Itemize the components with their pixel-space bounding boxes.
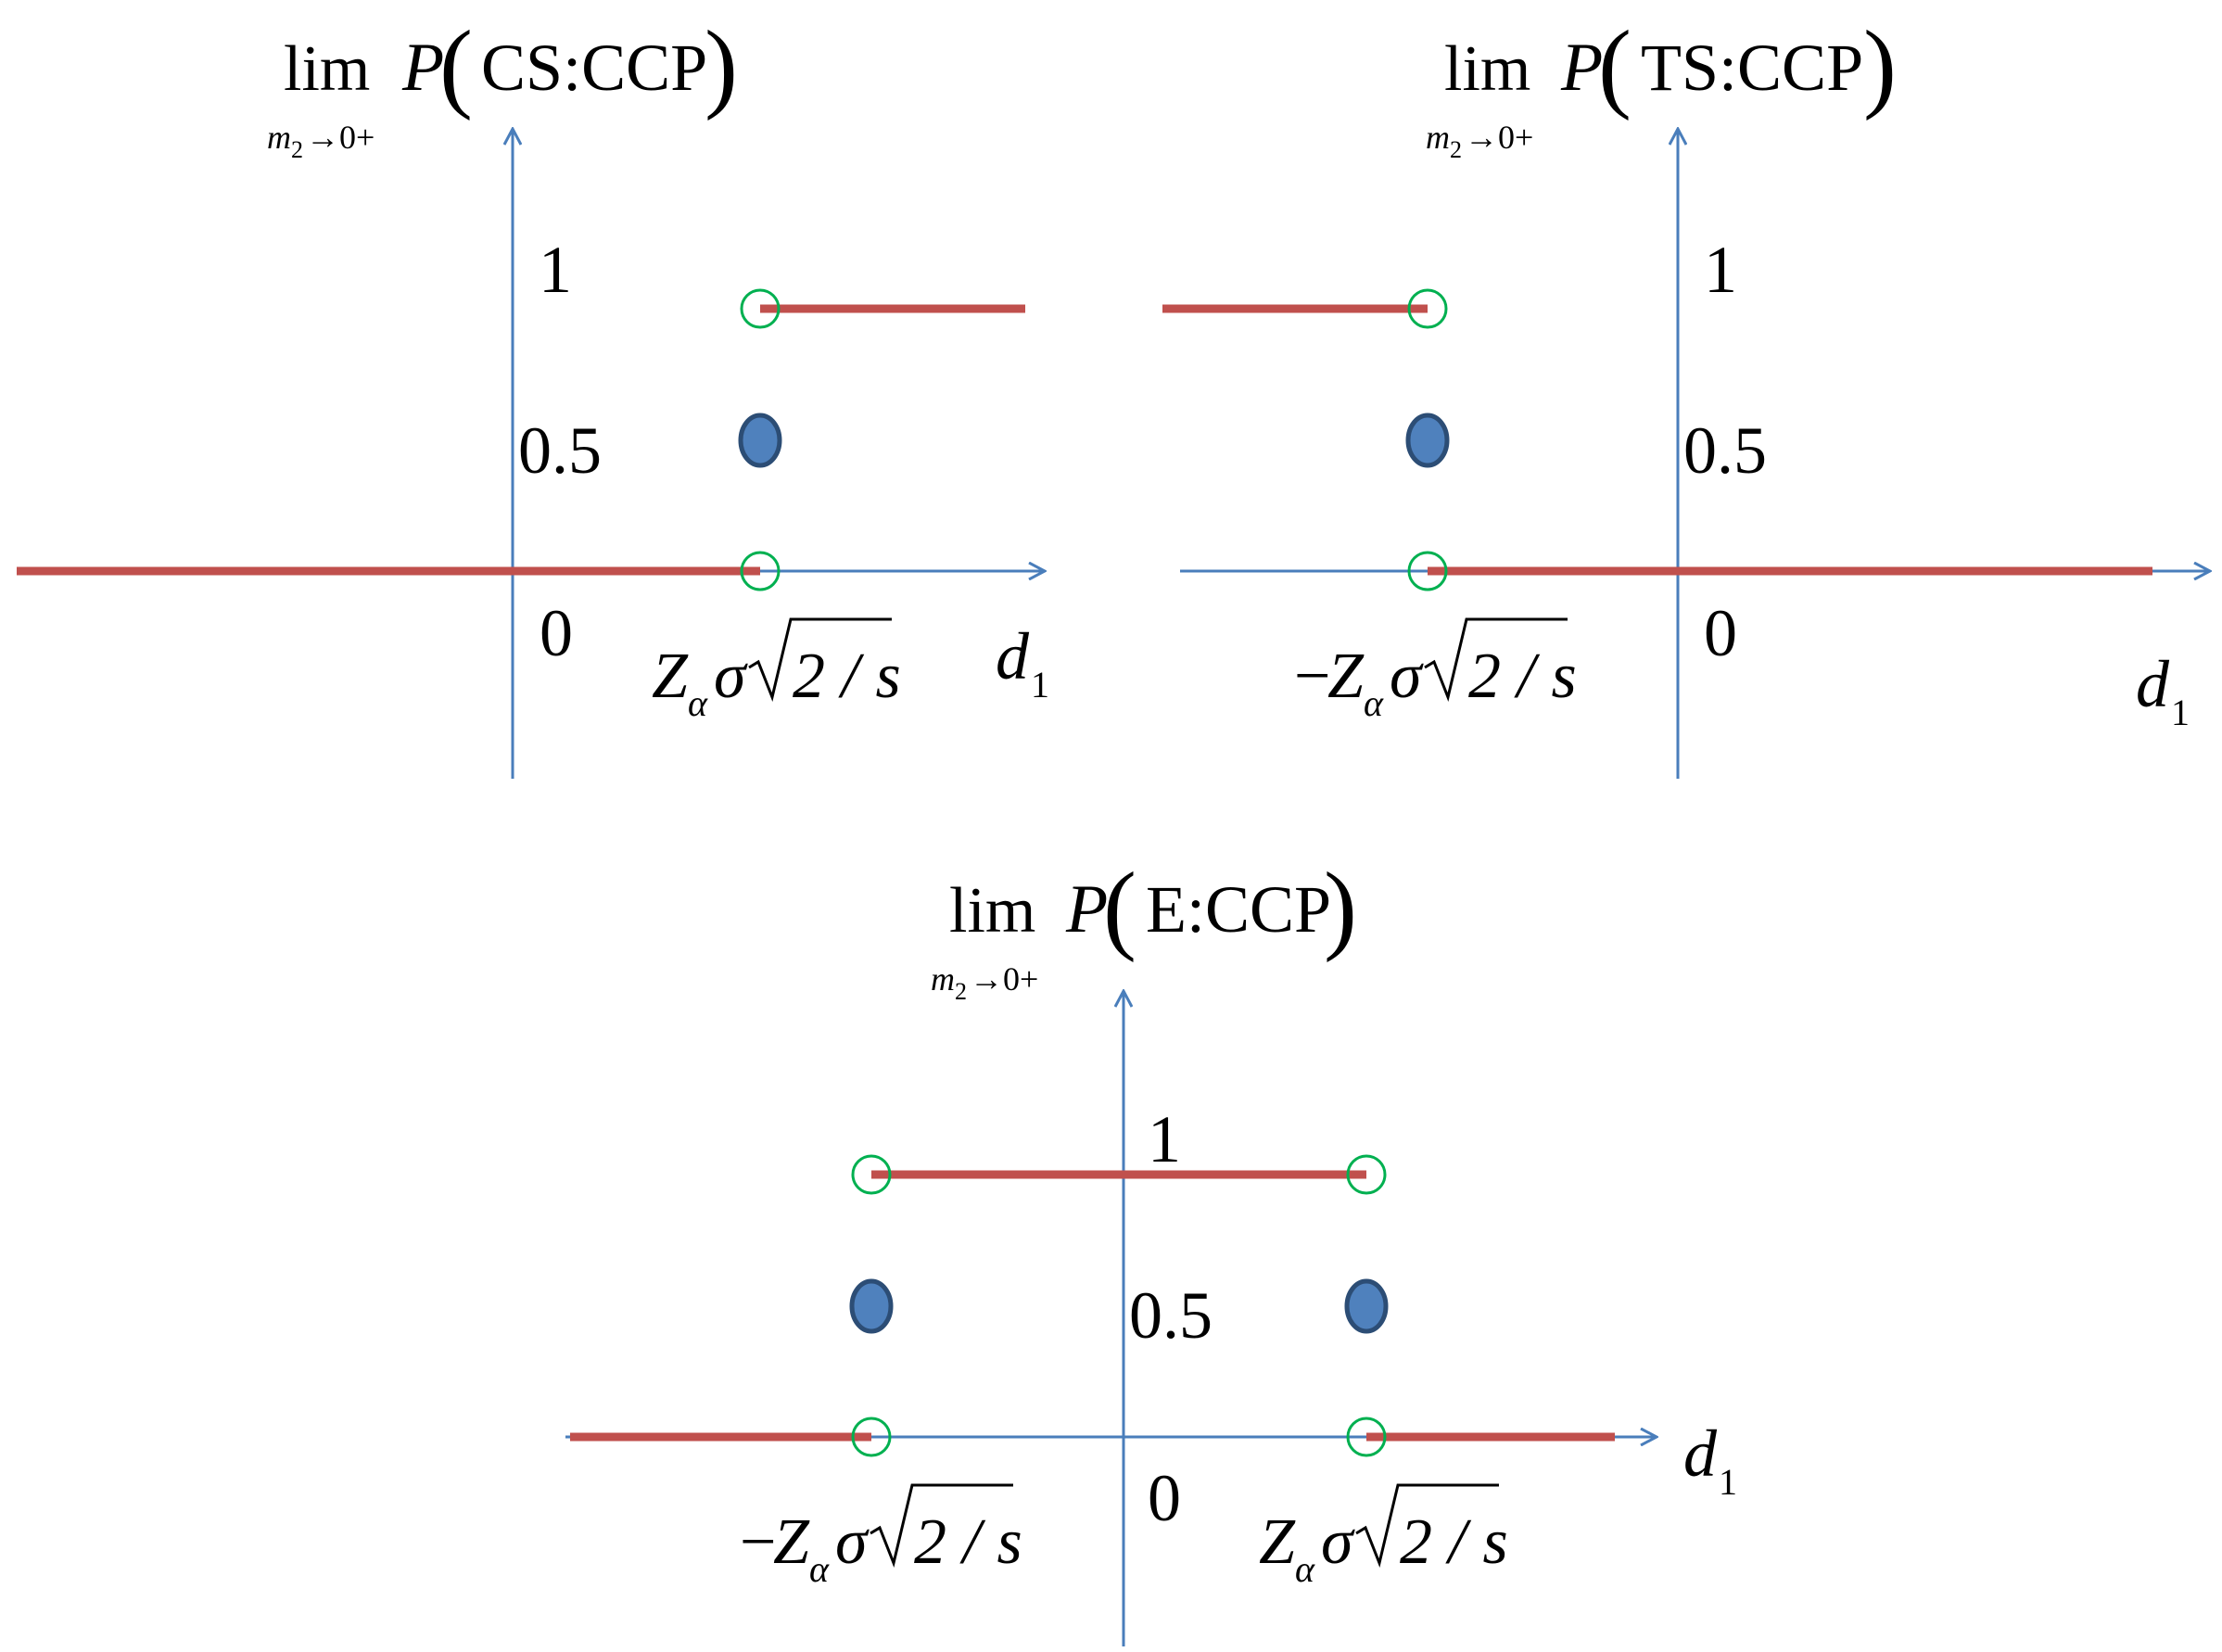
panel-cs-tick-0: 0 xyxy=(540,596,573,670)
lim-subscript-variable: m xyxy=(267,119,291,156)
panel-e-tick-1: 1 xyxy=(1148,1102,1181,1176)
right-paren: ) xyxy=(705,11,738,121)
panel-e-argument: E:CCP xyxy=(1146,872,1331,947)
alpha-subscript: α xyxy=(809,1548,830,1590)
panel-cs-title: lim m 2 →0+ P ( CS:CCP ) xyxy=(267,11,738,163)
z-symbol: Z xyxy=(1259,1506,1296,1578)
z-symbol: Z xyxy=(773,1506,810,1578)
panel-ts-threshold-label: − Z α σ 2 / s xyxy=(1294,617,1577,724)
sqrt-radicand: 2 / s xyxy=(1400,1506,1508,1578)
alpha-subscript: α xyxy=(1364,682,1384,724)
panel-ts-x-label: d 1 xyxy=(2136,647,2190,733)
panel-cs-tick-0.5: 0.5 xyxy=(518,413,602,488)
panel-ts-tick-1: 1 xyxy=(1704,233,1737,307)
panel-cs: lim m 2 →0+ P ( CS:CCP ) 1 0.5 0 Z α σ 2… xyxy=(17,11,1049,779)
sigma-symbol: σ xyxy=(835,1506,870,1578)
alpha-subscript: α xyxy=(688,682,708,724)
probability-function: P xyxy=(401,30,444,106)
sqrt-sign xyxy=(748,617,892,702)
sigma-symbol: σ xyxy=(1390,641,1424,712)
lim-subscript-variable: m xyxy=(1426,119,1450,156)
sqrt-radicand: 2 / s xyxy=(793,641,901,712)
panel-cs-x-label: d 1 xyxy=(996,619,1049,705)
sqrt-sign xyxy=(870,1483,1013,1568)
d-symbol: d xyxy=(996,619,1030,693)
alpha-subscript: α xyxy=(1295,1548,1315,1590)
panel-cs-threshold-label: Z α σ 2 / s xyxy=(652,617,901,724)
panel-ts-title: lim m 2 →0+ P ( TS:CCP ) xyxy=(1426,11,1897,163)
panel-e-open-circle-zero-left xyxy=(851,1417,892,1457)
lim-subscript-tail: →0+ xyxy=(970,960,1038,998)
panel-ts: lim m 2 →0+ P ( TS:CCP ) 1 0.5 0 − Z α σ… xyxy=(1162,11,2209,779)
lim-subscript-index: 2 xyxy=(1450,136,1462,163)
panel-ts-open-circle-one xyxy=(1407,288,1448,329)
left-paren: ( xyxy=(439,11,473,121)
sigma-symbol: σ xyxy=(1321,1506,1355,1578)
probability-function: P xyxy=(1560,30,1603,106)
lim-subscript-variable: m xyxy=(931,960,955,998)
panel-e-open-circle-one-left xyxy=(851,1154,892,1195)
panel-e-tick-0.5: 0.5 xyxy=(1129,1278,1213,1353)
panel-e-filled-dot-half-right xyxy=(1344,1278,1389,1334)
d-subscript: 1 xyxy=(1031,664,1049,705)
panel-ts-open-circle-zero xyxy=(1407,551,1448,591)
z-symbol: Z xyxy=(652,641,689,712)
lim-subscript-tail: →0+ xyxy=(1465,119,1533,156)
probability-function: P xyxy=(1065,871,1108,947)
panel-e-neg-threshold-label: − Z α σ 2 / s xyxy=(740,1483,1022,1590)
minus-sign: − xyxy=(740,1506,776,1578)
panel-e-filled-dot-half-left xyxy=(849,1278,894,1334)
d-subscript: 1 xyxy=(2171,692,2190,733)
panel-cs-argument: CS:CCP xyxy=(481,31,707,105)
right-paren: ) xyxy=(1324,853,1357,963)
panel-cs-open-circle-zero xyxy=(740,551,781,591)
panel-e-open-circle-one-right xyxy=(1346,1154,1387,1195)
lim-subscript-index: 2 xyxy=(955,978,967,1005)
panel-e-pos-threshold-label: Z α σ 2 / s xyxy=(1259,1483,1508,1590)
panel-e-open-circle-zero-right xyxy=(1346,1417,1387,1457)
minus-sign: − xyxy=(1294,641,1330,712)
panel-e: lim m 2 →0+ P ( E:CCP ) 1 0.5 0 − Z α σ xyxy=(565,853,1737,1646)
right-paren: ) xyxy=(1863,11,1897,121)
d-symbol: d xyxy=(1683,1417,1718,1491)
lim-subscript-index: 2 xyxy=(291,136,303,163)
lim-subscript-tail: →0+ xyxy=(306,119,375,156)
panel-cs-open-circle-one xyxy=(740,288,781,329)
lim-operator: lim xyxy=(949,875,1035,947)
z-symbol: Z xyxy=(1327,641,1365,712)
sigma-symbol: σ xyxy=(714,641,748,712)
panel-ts-tick-0: 0 xyxy=(1704,596,1737,670)
d-symbol: d xyxy=(2136,647,2170,721)
panel-ts-filled-dot-half xyxy=(1405,413,1450,468)
panel-e-title: lim m 2 →0+ P ( E:CCP ) xyxy=(931,853,1357,1005)
d-subscript: 1 xyxy=(1719,1461,1737,1503)
left-paren: ( xyxy=(1598,11,1632,121)
sqrt-radicand: 2 / s xyxy=(1468,641,1577,712)
lim-operator: lim xyxy=(284,33,370,105)
lim-operator: lim xyxy=(1444,33,1530,105)
panel-e-x-label: d 1 xyxy=(1683,1417,1737,1503)
sqrt-sign xyxy=(1424,617,1568,702)
panel-ts-argument: TS:CCP xyxy=(1641,31,1863,105)
sqrt-radicand: 2 / s xyxy=(914,1506,1022,1578)
panel-cs-tick-1: 1 xyxy=(539,233,572,307)
panel-e-tick-0: 0 xyxy=(1148,1461,1181,1535)
panel-ts-tick-0.5: 0.5 xyxy=(1683,413,1767,488)
sqrt-sign xyxy=(1355,1483,1499,1568)
left-paren: ( xyxy=(1103,853,1136,963)
panel-cs-filled-dot-half xyxy=(738,413,782,468)
